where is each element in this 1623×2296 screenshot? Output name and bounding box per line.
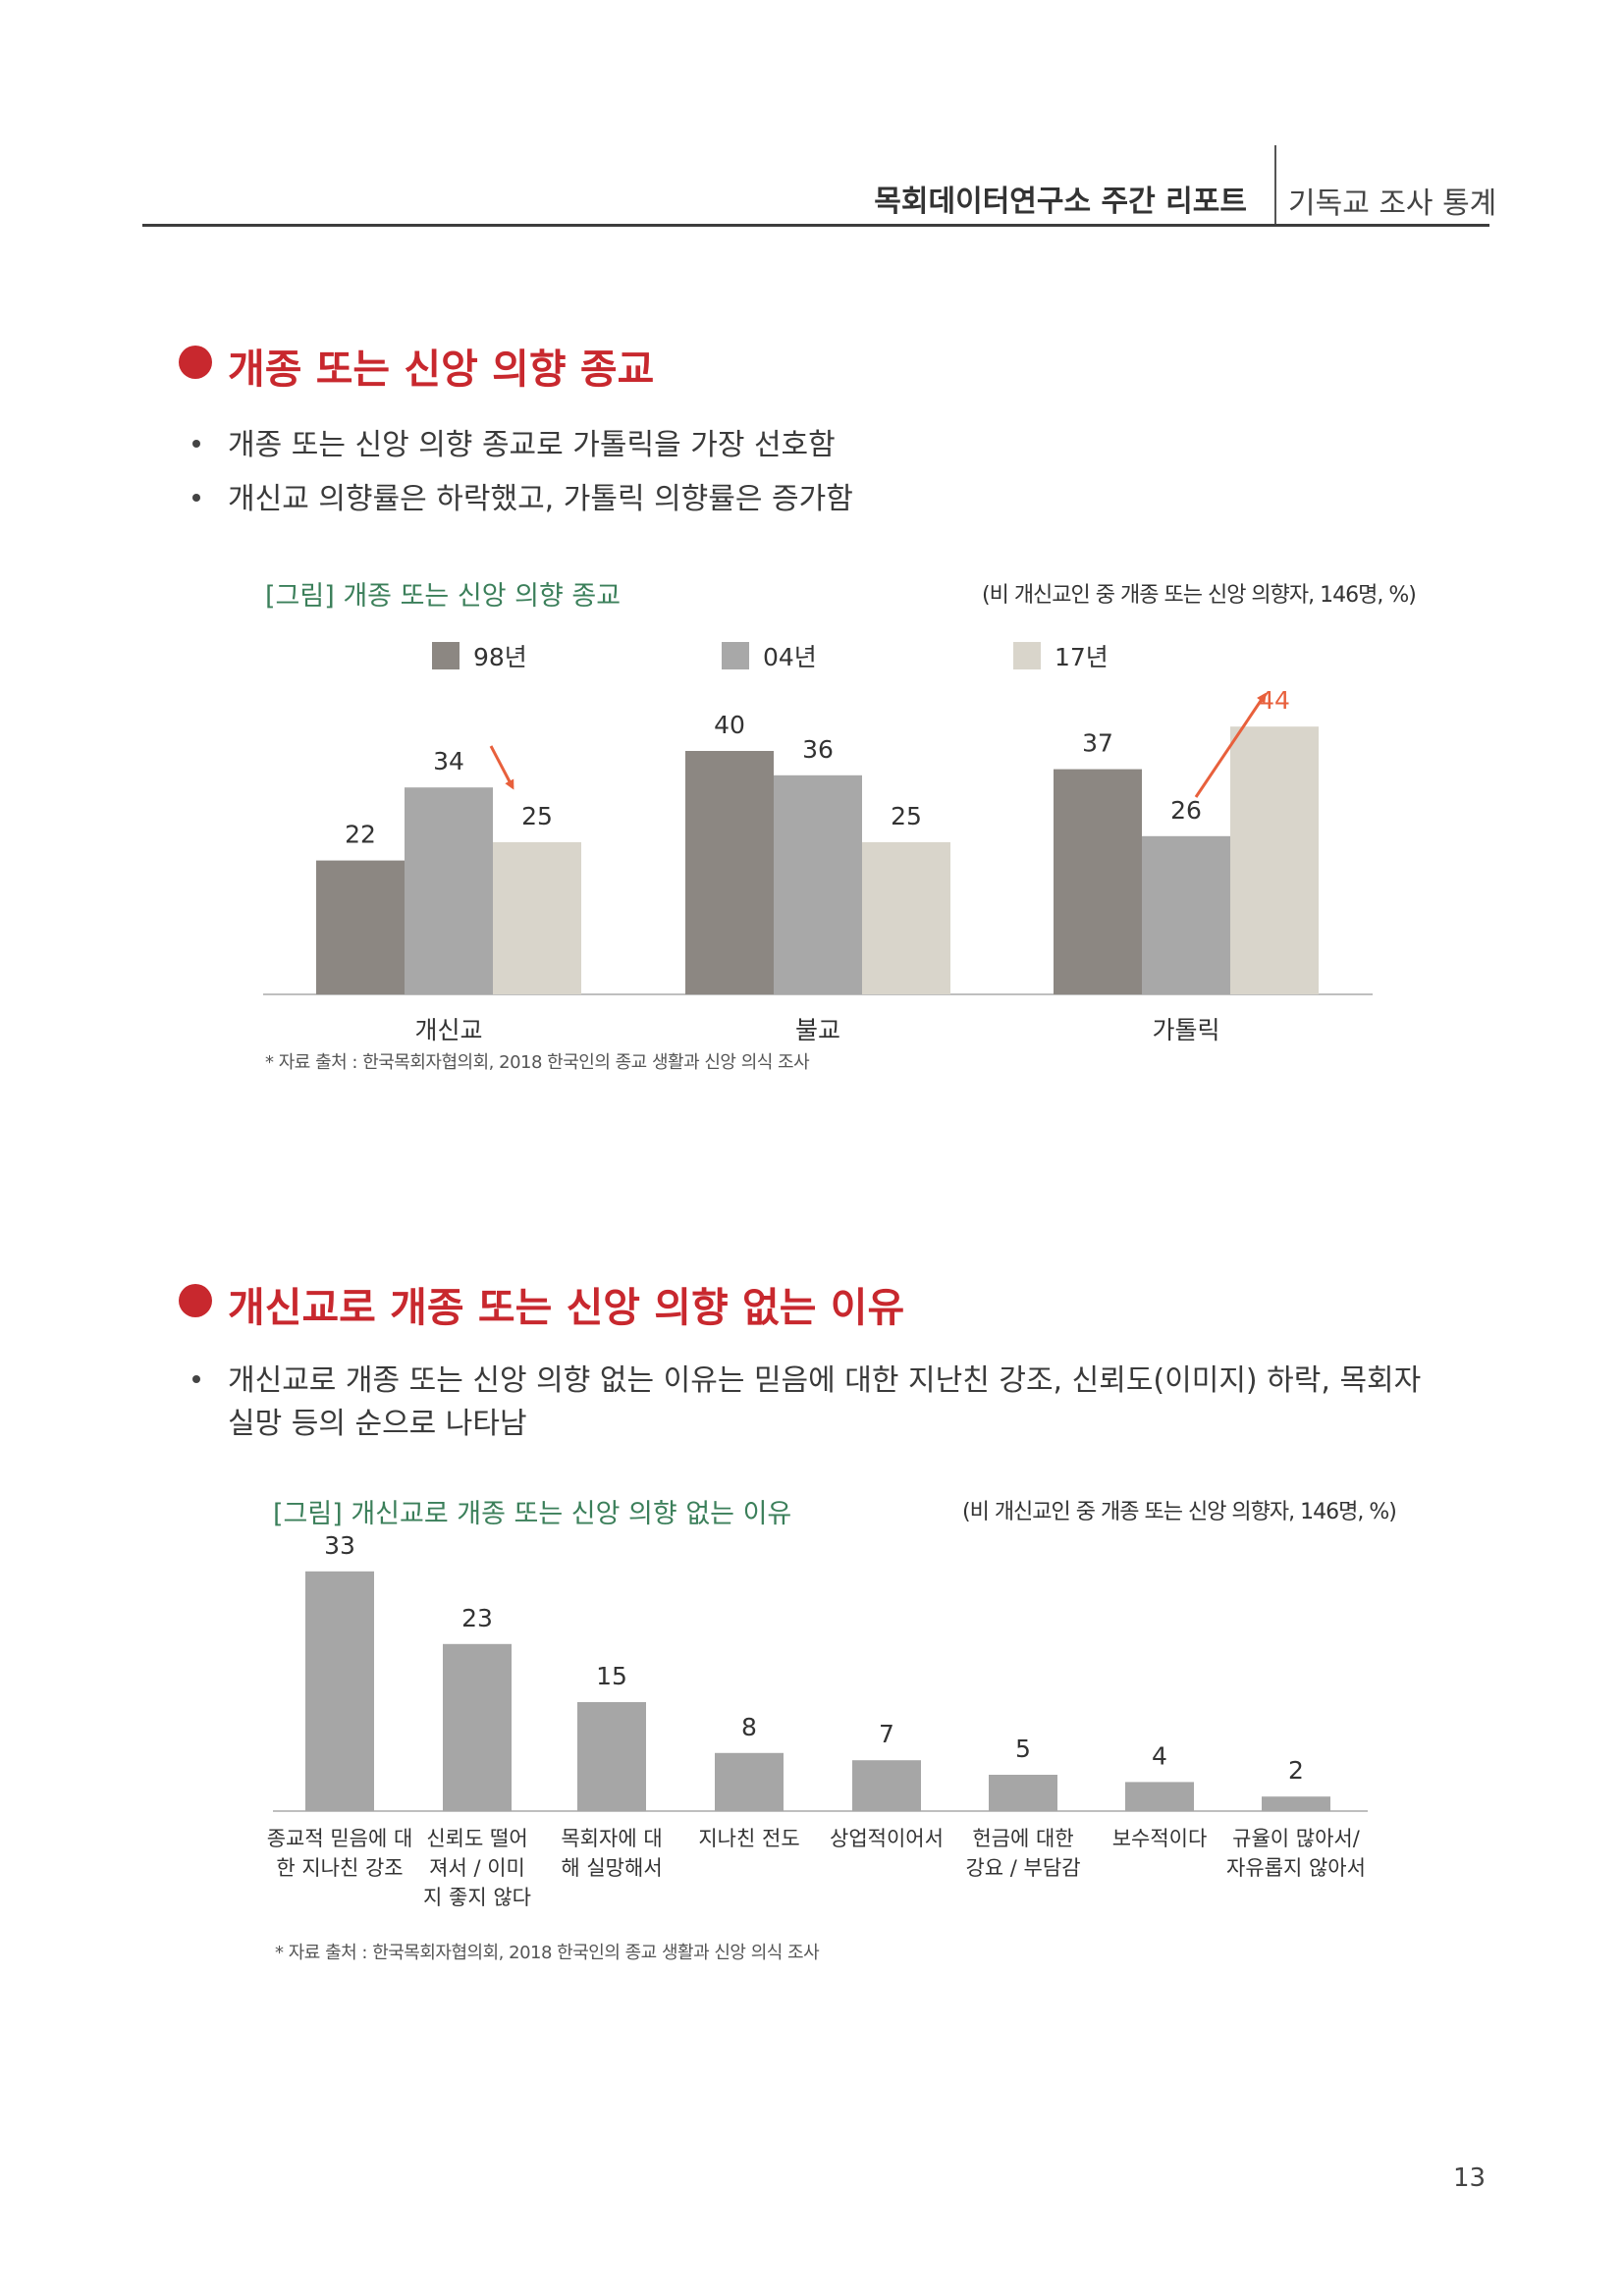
section1-heading: 개종 또는 신앙 의향 종교 (228, 346, 655, 393)
bar (493, 842, 581, 994)
data-label: 4 (1152, 1741, 1167, 1770)
data-label: 23 (461, 1604, 493, 1632)
data-label: 37 (1082, 729, 1113, 758)
data-label: 34 (433, 747, 464, 775)
data-label: 2 (1288, 1756, 1304, 1785)
data-label: 25 (521, 802, 553, 830)
data-label: 15 (596, 1662, 627, 1690)
legend-swatch (722, 642, 749, 669)
bar (685, 751, 774, 994)
data-label: 40 (714, 711, 745, 739)
bar (405, 787, 493, 994)
category-label: 지 좋지 않다 (423, 1886, 531, 1909)
header-rule (142, 224, 1489, 227)
category-label: 개신교 (414, 1016, 482, 1044)
report-title: 목회데이터연구소 주간 리포트 (874, 185, 1247, 219)
figure2-note: (비 개신교인 중 개종 또는 신앙 의향자, 146명, %) (962, 1500, 1397, 1524)
category-label: 지나친 전도 (698, 1827, 799, 1850)
header-divider (1274, 145, 1276, 226)
page-number: 13 (1453, 2163, 1487, 2193)
category-label: 불교 (795, 1016, 840, 1044)
figure1-note: (비 개신교인 중 개종 또는 신앙 의향자, 146명, %) (982, 583, 1417, 608)
chart1-religion-preference: 98년 04년 17년 22 34 25 개신교 40 36 25 불교 37 26 44 가톨릭 (263, 642, 1373, 1044)
bar (862, 842, 950, 994)
figure2-title: [그림] 개신교로 개종 또는 신앙 의향 없는 이유 (273, 1499, 792, 1529)
bar (443, 1643, 512, 1811)
legend-swatch (1013, 642, 1041, 669)
bar (852, 1760, 921, 1811)
trend-arrow-icon (1194, 692, 1267, 798)
bar (305, 1571, 374, 1811)
category-label: 강요 / 부담감 (965, 1856, 1080, 1880)
bar (1125, 1782, 1194, 1811)
data-label: 33 (324, 1531, 355, 1560)
figure2-source: * 자료 출처 : 한국목회자협의회, 2018 한국인의 종교 생활과 신앙 … (275, 1943, 820, 1963)
bullet-text: 개신교로 개종 또는 신앙 의향 없는 이유는 믿음에 대한 지난친 강조, 신… (228, 1363, 1422, 1441)
bullet-dot-icon (192, 1374, 200, 1383)
legend-label: 04년 (763, 643, 817, 671)
category-label: 자유롭지 않아서 (1226, 1856, 1366, 1880)
bar (989, 1775, 1057, 1811)
bullet-dot-icon (192, 493, 200, 502)
legend-label: 98년 (473, 643, 527, 671)
bar (316, 860, 405, 994)
category-label: 목회자에 대 (561, 1827, 662, 1850)
category-label: 해 실망해서 (561, 1856, 662, 1880)
bar (577, 1702, 646, 1811)
figure1-title: [그림] 개종 또는 신앙 의향 종교 (265, 581, 622, 612)
category-label: 져서 / 이미 (429, 1856, 525, 1880)
data-label: 7 (879, 1720, 894, 1748)
data-label: 8 (741, 1713, 757, 1741)
bar (1230, 726, 1319, 994)
bar (1054, 769, 1142, 994)
data-label: 26 (1170, 796, 1202, 825)
bar (1262, 1796, 1330, 1811)
data-label: 22 (345, 821, 376, 849)
data-label: 5 (1015, 1735, 1031, 1763)
section-bullet-icon (179, 346, 212, 379)
bar (715, 1752, 784, 1811)
data-label: 25 (891, 802, 922, 830)
bullet-text: 개신교 의향률은 하락했고, 가톨릭 의향률은 증가함 (228, 482, 853, 516)
section2-bullet-1: 개신교로 개종 또는 신앙 의향 없는 이유는 믿음에 대한 지난친 강조, 신… (192, 1360, 1455, 1446)
legend-swatch (432, 642, 460, 669)
category-label: 신뢰도 떨어 (426, 1827, 527, 1850)
bullet-dot-icon (192, 439, 200, 448)
bullet-text: 개종 또는 신앙 의향 종교로 가톨릭을 가장 선호함 (228, 428, 836, 462)
section1-bullet-1: 개종 또는 신앙 의향 종교로 가톨릭을 가장 선호함 (192, 424, 836, 467)
category-label: 가톨릭 (1152, 1016, 1219, 1044)
figure1-source: * 자료 출처 : 한국목회자협의회, 2018 한국인의 종교 생활과 신앙 … (265, 1052, 810, 1073)
section2-heading: 개신교로 개종 또는 신앙 의향 없는 이유 (228, 1284, 905, 1331)
trend-arrow-icon (489, 745, 514, 790)
category-label: 보수적이다 (1112, 1827, 1208, 1850)
category-label: 규율이 많아서/ (1232, 1827, 1361, 1850)
section1-bullet-2: 개신교 의향률은 하락했고, 가톨릭 의향률은 증가함 (192, 478, 853, 521)
legend-label: 17년 (1055, 643, 1109, 671)
data-label: 44 (1259, 686, 1290, 715)
category-label: 상업적이어서 (830, 1827, 944, 1850)
bar (1142, 835, 1230, 994)
category-label: 한 지나친 강조 (276, 1856, 403, 1880)
data-label: 36 (802, 735, 834, 764)
category-label: 헌금에 대한 (972, 1827, 1073, 1850)
report-category: 기독교 조사 통계 (1288, 187, 1497, 221)
category-label: 종교적 믿음에 대 (267, 1827, 413, 1850)
section-bullet-icon (179, 1284, 212, 1317)
bar (774, 774, 862, 994)
